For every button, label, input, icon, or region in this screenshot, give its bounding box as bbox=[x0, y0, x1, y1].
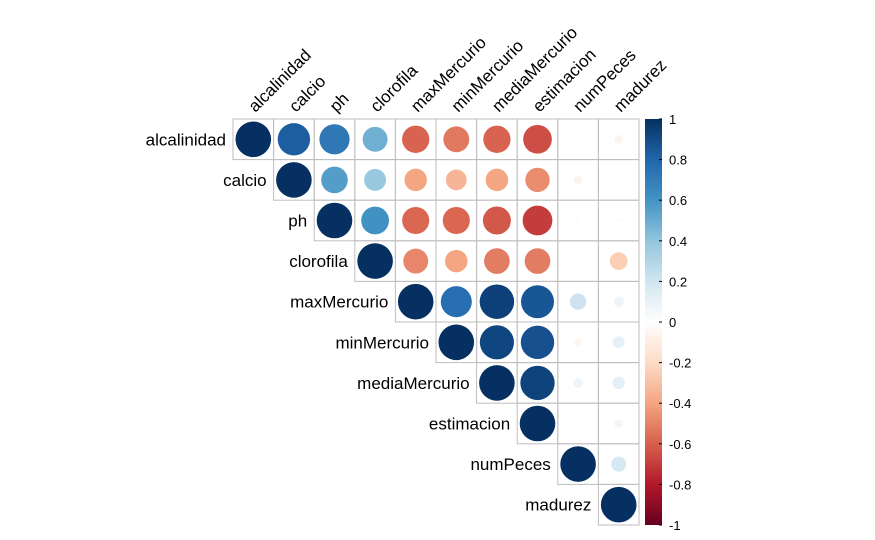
row-label-calcio: calcio bbox=[223, 171, 266, 190]
corr-circle-ph-numPeces bbox=[575, 217, 581, 224]
corr-circle-clorofila-clorofila bbox=[357, 243, 393, 279]
corr-circle-calcio-clorofila bbox=[364, 168, 387, 191]
corr-circle-clorofila-mediaMercurio bbox=[484, 248, 510, 274]
legend-tick-label: 0 bbox=[669, 315, 676, 330]
corr-circle-ph-mediaMercurio bbox=[482, 206, 511, 235]
corr-circle-estimacion-madurez bbox=[614, 419, 624, 428]
legend-tick-label: 0.4 bbox=[669, 234, 687, 249]
corr-circle-mediaMercurio-numPeces bbox=[573, 377, 584, 388]
corr-circle-minMercurio-estimacion bbox=[520, 325, 555, 359]
corr-circle-ph-ph bbox=[316, 202, 353, 239]
grid-cell bbox=[597, 159, 640, 201]
corr-circle-alcalinidad-minMercurio bbox=[443, 126, 470, 153]
corr-circle-maxMercurio-mediaMercurio bbox=[479, 284, 515, 319]
correlation-circles bbox=[235, 121, 637, 523]
legend-tick-label: -1 bbox=[669, 518, 681, 533]
corr-circle-estimacion-numPeces bbox=[576, 421, 580, 426]
corr-circle-minMercurio-mediaMercurio bbox=[479, 325, 514, 360]
corr-circle-numPeces-madurez bbox=[611, 456, 627, 472]
row-label-minMercurio: minMercurio bbox=[335, 333, 429, 352]
corr-circle-calcio-minMercurio bbox=[445, 169, 467, 191]
corr-circle-minMercurio-numPeces bbox=[574, 338, 583, 347]
corr-circle-alcalinidad-madurez bbox=[614, 134, 624, 144]
legend-tick-label: 0.2 bbox=[669, 274, 687, 289]
corr-circle-ph-maxMercurio bbox=[402, 206, 430, 235]
color-legend: 1 0.8 0.6 0.4 0.2 0 -0.2 -0.4 -0.6 -0.8 -1 bbox=[645, 112, 691, 533]
corr-circle-estimacion-estimacion bbox=[519, 405, 556, 442]
row-labels: alcalinidad calcio ph clorofila maxMercurio m… bbox=[146, 130, 592, 514]
corr-circle-maxMercurio-madurez bbox=[613, 296, 624, 307]
corr-circle-maxMercurio-numPeces bbox=[569, 293, 587, 310]
corr-circle-alcalinidad-maxMercurio bbox=[402, 125, 430, 153]
corr-circle-madurez-madurez bbox=[600, 486, 637, 523]
corr-circle-calcio-calcio bbox=[276, 162, 312, 198]
legend-tick-label: 0.6 bbox=[669, 193, 687, 208]
corr-circle-calcio-maxMercurio bbox=[404, 168, 427, 192]
grid-cell bbox=[557, 118, 599, 161]
grid bbox=[232, 118, 640, 526]
corr-circle-alcalinidad-ph bbox=[319, 124, 350, 155]
grid-cell bbox=[597, 483, 640, 526]
row-label-alcalinidad: alcalinidad bbox=[146, 130, 226, 149]
corr-circle-maxMercurio-estimacion bbox=[520, 285, 555, 319]
row-label-clorofila: clorofila bbox=[289, 252, 348, 271]
corr-circle-calcio-estimacion bbox=[525, 167, 550, 193]
corr-circle-clorofila-minMercurio bbox=[445, 249, 468, 273]
legend-tick-label: 0.8 bbox=[669, 153, 687, 168]
corr-circle-calcio-mediaMercurio bbox=[485, 168, 509, 192]
corr-circle-mediaMercurio-madurez bbox=[612, 376, 625, 390]
legend-tick-label: -0.2 bbox=[669, 356, 691, 371]
corr-circle-calcio-ph bbox=[321, 166, 348, 194]
row-label-numPeces: numPeces bbox=[470, 455, 550, 474]
corr-circle-maxMercurio-minMercurio bbox=[440, 286, 472, 318]
legend-tick-label: -0.6 bbox=[669, 437, 691, 452]
corr-circle-numPeces-numPeces bbox=[560, 446, 596, 482]
grid-cell bbox=[557, 240, 599, 282]
row-label-estimacion: estimacion bbox=[429, 415, 510, 434]
legend-tick-label: -0.4 bbox=[669, 396, 691, 411]
row-label-ph: ph bbox=[288, 212, 307, 231]
row-label-madurez: madurez bbox=[525, 496, 591, 515]
corr-circle-minMercurio-madurez bbox=[612, 336, 625, 349]
corr-circle-maxMercurio-maxMercurio bbox=[397, 283, 434, 320]
corr-circle-clorofila-maxMercurio bbox=[403, 248, 429, 274]
legend-tick-label: -0.8 bbox=[669, 477, 691, 492]
legend-color-bar bbox=[645, 119, 662, 525]
corr-circle-ph-estimacion bbox=[522, 205, 553, 236]
row-label-mediaMercurio: mediaMercurio bbox=[357, 374, 469, 393]
corr-circle-alcalinidad-calcio bbox=[277, 123, 311, 156]
corr-circle-ph-clorofila bbox=[361, 206, 390, 235]
corr-circle-clorofila-madurez bbox=[609, 252, 628, 270]
corr-circle-calcio-numPeces bbox=[573, 175, 583, 185]
row-label-maxMercurio: maxMercurio bbox=[290, 293, 388, 312]
corr-circle-alcalinidad-estimacion bbox=[523, 124, 552, 154]
column-label-ph: ph bbox=[326, 89, 353, 116]
corr-circle-mediaMercurio-estimacion bbox=[520, 365, 555, 401]
legend-tick-label: 1 bbox=[669, 112, 676, 127]
corr-circle-alcalinidad-mediaMercurio bbox=[483, 125, 511, 153]
corr-circle-mediaMercurio-mediaMercurio bbox=[479, 365, 515, 401]
corr-circle-minMercurio-minMercurio bbox=[438, 324, 475, 361]
corr-circle-clorofila-estimacion bbox=[524, 248, 551, 274]
corr-circle-ph-minMercurio bbox=[442, 206, 470, 235]
corr-circle-alcalinidad-alcalinidad bbox=[235, 121, 272, 158]
corr-circle-alcalinidad-clorofila bbox=[362, 126, 388, 152]
corr-circle-ph-madurez bbox=[616, 217, 622, 224]
